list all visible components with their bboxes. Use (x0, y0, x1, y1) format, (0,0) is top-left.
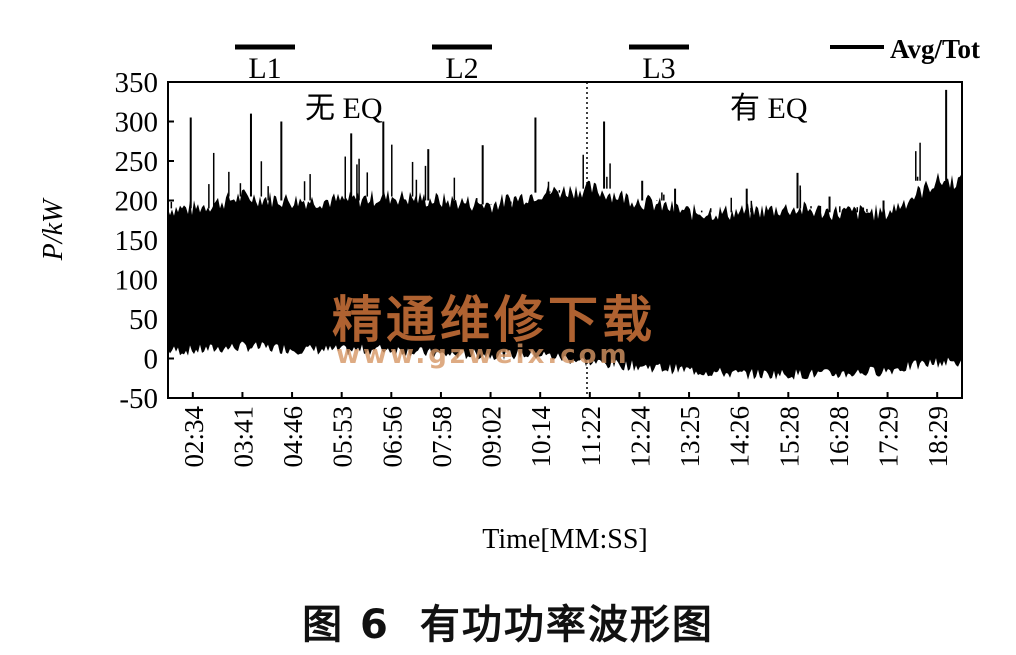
x-tick-label: 12:24 (625, 406, 655, 468)
x-tick-label: 11:22 (576, 406, 606, 467)
y-axis-label: P/kW (38, 197, 69, 261)
power-envelope (168, 172, 962, 380)
x-tick-label: 07:58 (427, 406, 457, 468)
x-tick-label: 03:41 (228, 406, 258, 468)
x-axis-label: Time[MM:SS] (482, 524, 647, 555)
x-tick-label: 09:02 (477, 406, 507, 468)
x-tick-label: 13:25 (675, 406, 705, 468)
legend-label: Avg/Tot (890, 34, 980, 64)
x-tick-label: 14:26 (725, 406, 755, 468)
segment-markers: L1 L2 L3 (235, 44, 689, 85)
figure-caption: 图 6 有功功率波形图 (0, 592, 1016, 650)
x-tick-label: 15:28 (774, 406, 804, 468)
segment-label: L2 (445, 52, 478, 85)
x-tick-label: 02:34 (179, 406, 209, 468)
figure-number: 图 6 (302, 602, 390, 648)
x-tick-label: 04:46 (278, 406, 308, 468)
annotation-with-eq: 有 EQ (730, 92, 808, 125)
y-axis-ticks: -50 0 50 100 150 200 250 300 350 (115, 67, 174, 415)
y-tick-label: 350 (115, 67, 159, 99)
power-waveform-chart: -50 0 50 100 150 200 250 300 350 02:34 03:41 04:46… (38, 34, 980, 555)
x-tick-label: 17:29 (874, 406, 904, 468)
annotation-without-eq: 无 EQ (305, 92, 383, 125)
y-tick-label: 50 (129, 304, 158, 336)
y-tick-label: 200 (115, 186, 159, 218)
figure-title: 有功功率波形图 (419, 602, 714, 648)
legend: Avg/Tot (830, 34, 980, 64)
segment-label: L1 (248, 52, 281, 85)
x-tick-label: 16:28 (824, 406, 854, 468)
y-tick-label: 250 (115, 146, 159, 178)
y-tick-label: 150 (115, 225, 159, 257)
watermark-url: www.gzweix.com (336, 340, 630, 370)
y-tick-label: 0 (144, 344, 159, 376)
watermark-text: 精通维修下载 (332, 291, 656, 349)
x-tick-label: 10:14 (526, 406, 556, 468)
y-tick-label: 300 (115, 107, 159, 139)
segment-label: L3 (642, 52, 675, 85)
x-axis-ticks: 02:34 03:41 04:46 05:53 06:56 07:58 09:02 10:14… (179, 392, 953, 468)
power-trace (168, 82, 962, 398)
x-tick-label: 06:56 (377, 406, 407, 468)
y-tick-label: 100 (115, 265, 159, 297)
x-tick-label: 18:29 (923, 406, 953, 468)
x-tick-label: 05:53 (328, 406, 358, 468)
y-tick-label: -50 (119, 383, 158, 415)
